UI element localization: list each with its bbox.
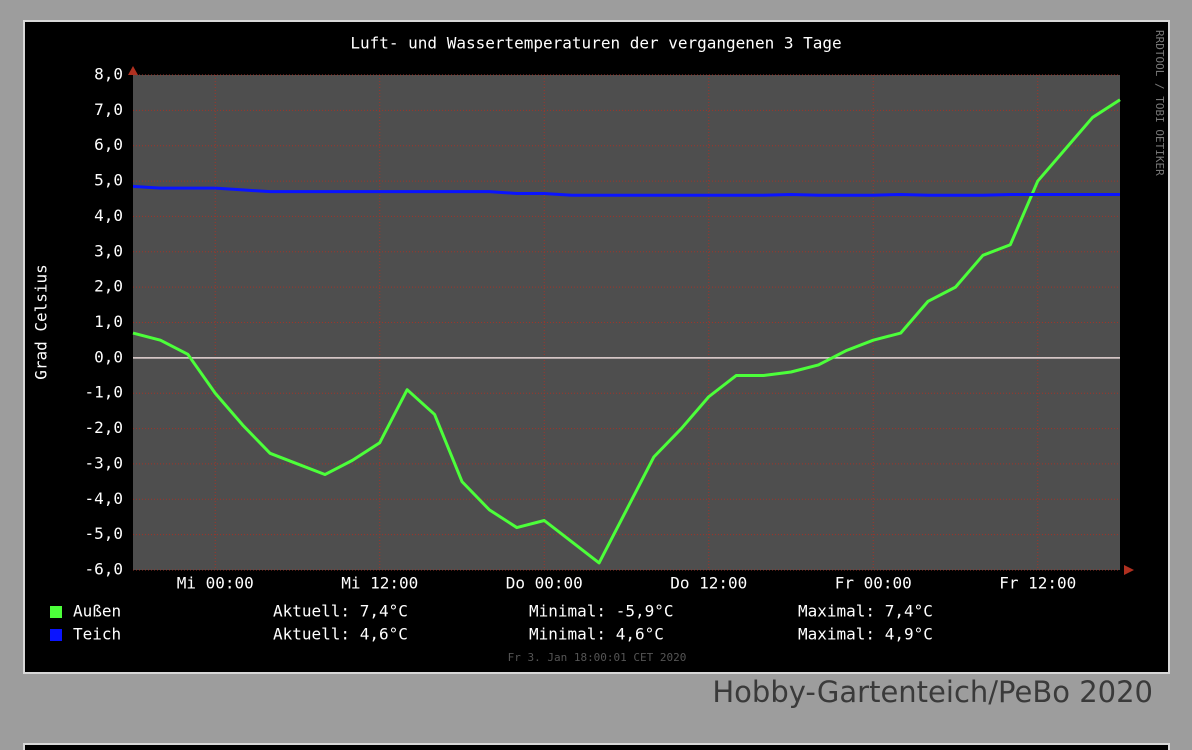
x-tick-label: Fr 00:00 [835,574,912,593]
y-tick-label: 1,0 [94,312,123,331]
y-tick-label: -1,0 [84,383,123,402]
y-axis-label: Grad Celsius [32,264,51,380]
legend-stat: Minimal: -5,9°C [529,602,674,621]
legend-stat: Aktuell: 7,4°C [273,602,408,621]
x-tick-label: Do 12:00 [670,574,747,593]
y-tick-label: 8,0 [94,65,123,84]
axis-arrow [128,66,138,75]
y-tick-label: 3,0 [94,241,123,260]
y-tick-label: -2,0 [84,418,123,437]
timestamp: Fr 3. Jan 18:00:01 CET 2020 [508,651,687,664]
y-tick-label: 0,0 [94,347,123,366]
legend-stat: Maximal: 4,9°C [798,625,933,644]
caption: Hobby-Gartenteich/PeBo 2020 [712,675,1153,709]
legend-swatch [50,606,62,618]
legend-swatch [50,629,62,641]
y-tick-label: 2,0 [94,277,123,296]
watermark: RRDTOOL / TOBI OETIKER [1153,30,1166,176]
chart-title: Luft- und Wassertemperaturen der vergang… [350,34,841,53]
y-tick-label: -5,0 [84,524,123,543]
next-frame [23,743,1170,750]
y-tick-label: -4,0 [84,489,123,508]
series-line [132,98,1121,565]
x-tick-label: Do 00:00 [506,574,583,593]
legend-stat: Maximal: 7,4°C [798,602,933,621]
x-tick-label: Mi 12:00 [341,574,418,593]
y-tick-label: 4,0 [94,206,123,225]
y-tick-label: 6,0 [94,135,123,154]
plot-area [133,75,1120,570]
legend-stat: Aktuell: 4,6°C [273,625,408,644]
legend-label: Außen [73,602,121,621]
y-tick-label: 5,0 [94,171,123,190]
legend-stat: Minimal: 4,6°C [529,625,664,644]
x-tick-label: Mi 00:00 [177,574,254,593]
series-line [132,184,1120,197]
legend-label: Teich [73,625,121,644]
y-tick-label: -6,0 [84,560,123,579]
y-tick-label: -3,0 [84,453,123,472]
y-tick-label: 7,0 [94,100,123,119]
axis-arrow [1124,565,1134,575]
x-tick-label: Fr 12:00 [999,574,1076,593]
